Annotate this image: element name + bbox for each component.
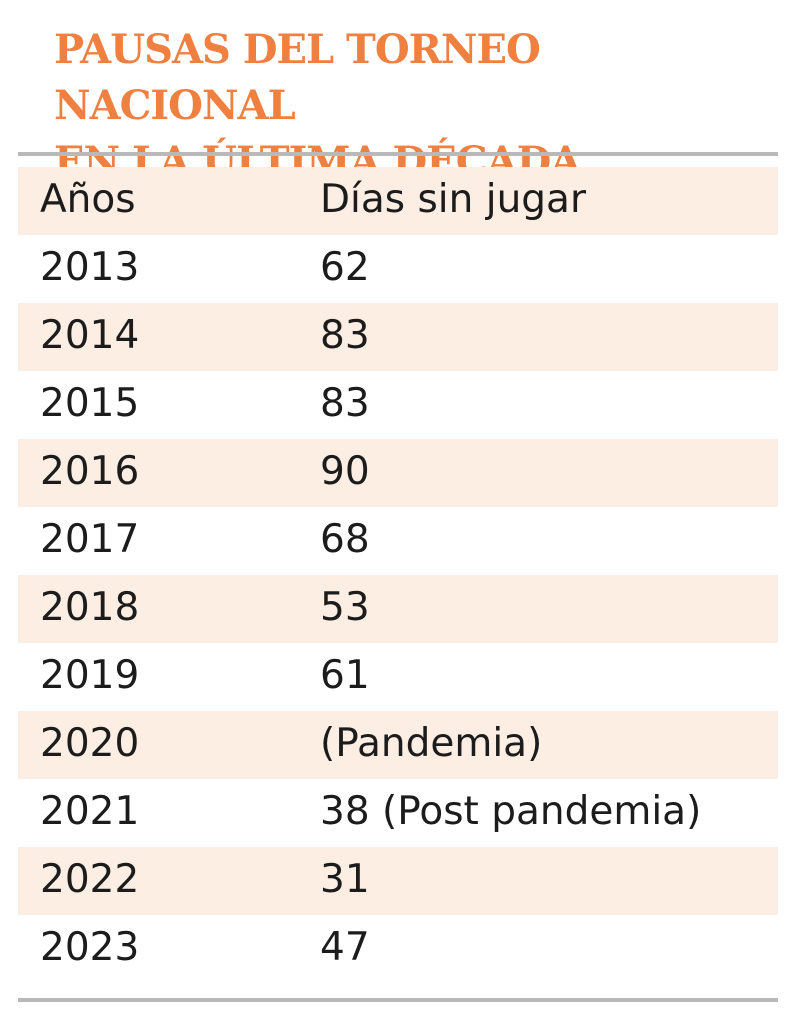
year-cell: 2019	[40, 653, 140, 698]
table-row: 2023 47	[18, 915, 778, 983]
table-body: 2013 62 2014 83 2015 83 2016 90 2017 68 2018 53 2019…	[18, 235, 778, 983]
days-cell: 68	[320, 517, 370, 562]
year-cell: 2014	[40, 313, 140, 358]
table-header-row: Años Días sin jugar	[18, 167, 778, 235]
year-cell: 2013	[40, 245, 140, 290]
table-row: 2019 61	[18, 643, 778, 711]
year-cell: 2017	[40, 517, 140, 562]
year-cell: 2021	[40, 789, 140, 834]
days-cell: 31	[320, 857, 370, 902]
table-row: 2013 62	[18, 235, 778, 303]
days-cell: 61	[320, 653, 370, 698]
chart-title-line-1: PAUSAS DEL TORNEO NACIONAL	[54, 26, 541, 129]
days-cell: 47	[320, 925, 370, 970]
days-cell: 62	[320, 245, 370, 290]
table-row: 2018 53	[18, 575, 778, 643]
year-cell: 2015	[40, 381, 140, 426]
data-table: Años Días sin jugar 2013 62 2014 83 2015 83 20…	[18, 167, 778, 983]
year-cell: 2018	[40, 585, 140, 630]
days-cell: (Pandemia)	[320, 721, 543, 766]
table-row: 2020 (Pandemia)	[18, 711, 778, 779]
column-header-years: Años	[40, 177, 136, 222]
days-cell: 90	[320, 449, 370, 494]
year-cell: 2016	[40, 449, 140, 494]
year-cell: 2022	[40, 857, 140, 902]
days-cell: 53	[320, 585, 370, 630]
table-row: 2022 31	[18, 847, 778, 915]
chart-title: PAUSAS DEL TORNEO NACIONAL EN LA ÚLTIMA …	[54, 22, 774, 190]
column-header-days: Días sin jugar	[320, 177, 586, 222]
table-row: 2017 68	[18, 507, 778, 575]
table-row: 2016 90	[18, 439, 778, 507]
days-cell: 83	[320, 381, 370, 426]
table-row: 2014 83	[18, 303, 778, 371]
year-cell: 2023	[40, 925, 140, 970]
top-rule	[18, 152, 778, 156]
table-row: 2021 38 (Post pandemia)	[18, 779, 778, 847]
table-row: 2015 83	[18, 371, 778, 439]
days-cell: 38 (Post pandemia)	[320, 789, 702, 834]
days-cell: 83	[320, 313, 370, 358]
bottom-rule	[18, 998, 778, 1002]
year-cell: 2020	[40, 721, 140, 766]
